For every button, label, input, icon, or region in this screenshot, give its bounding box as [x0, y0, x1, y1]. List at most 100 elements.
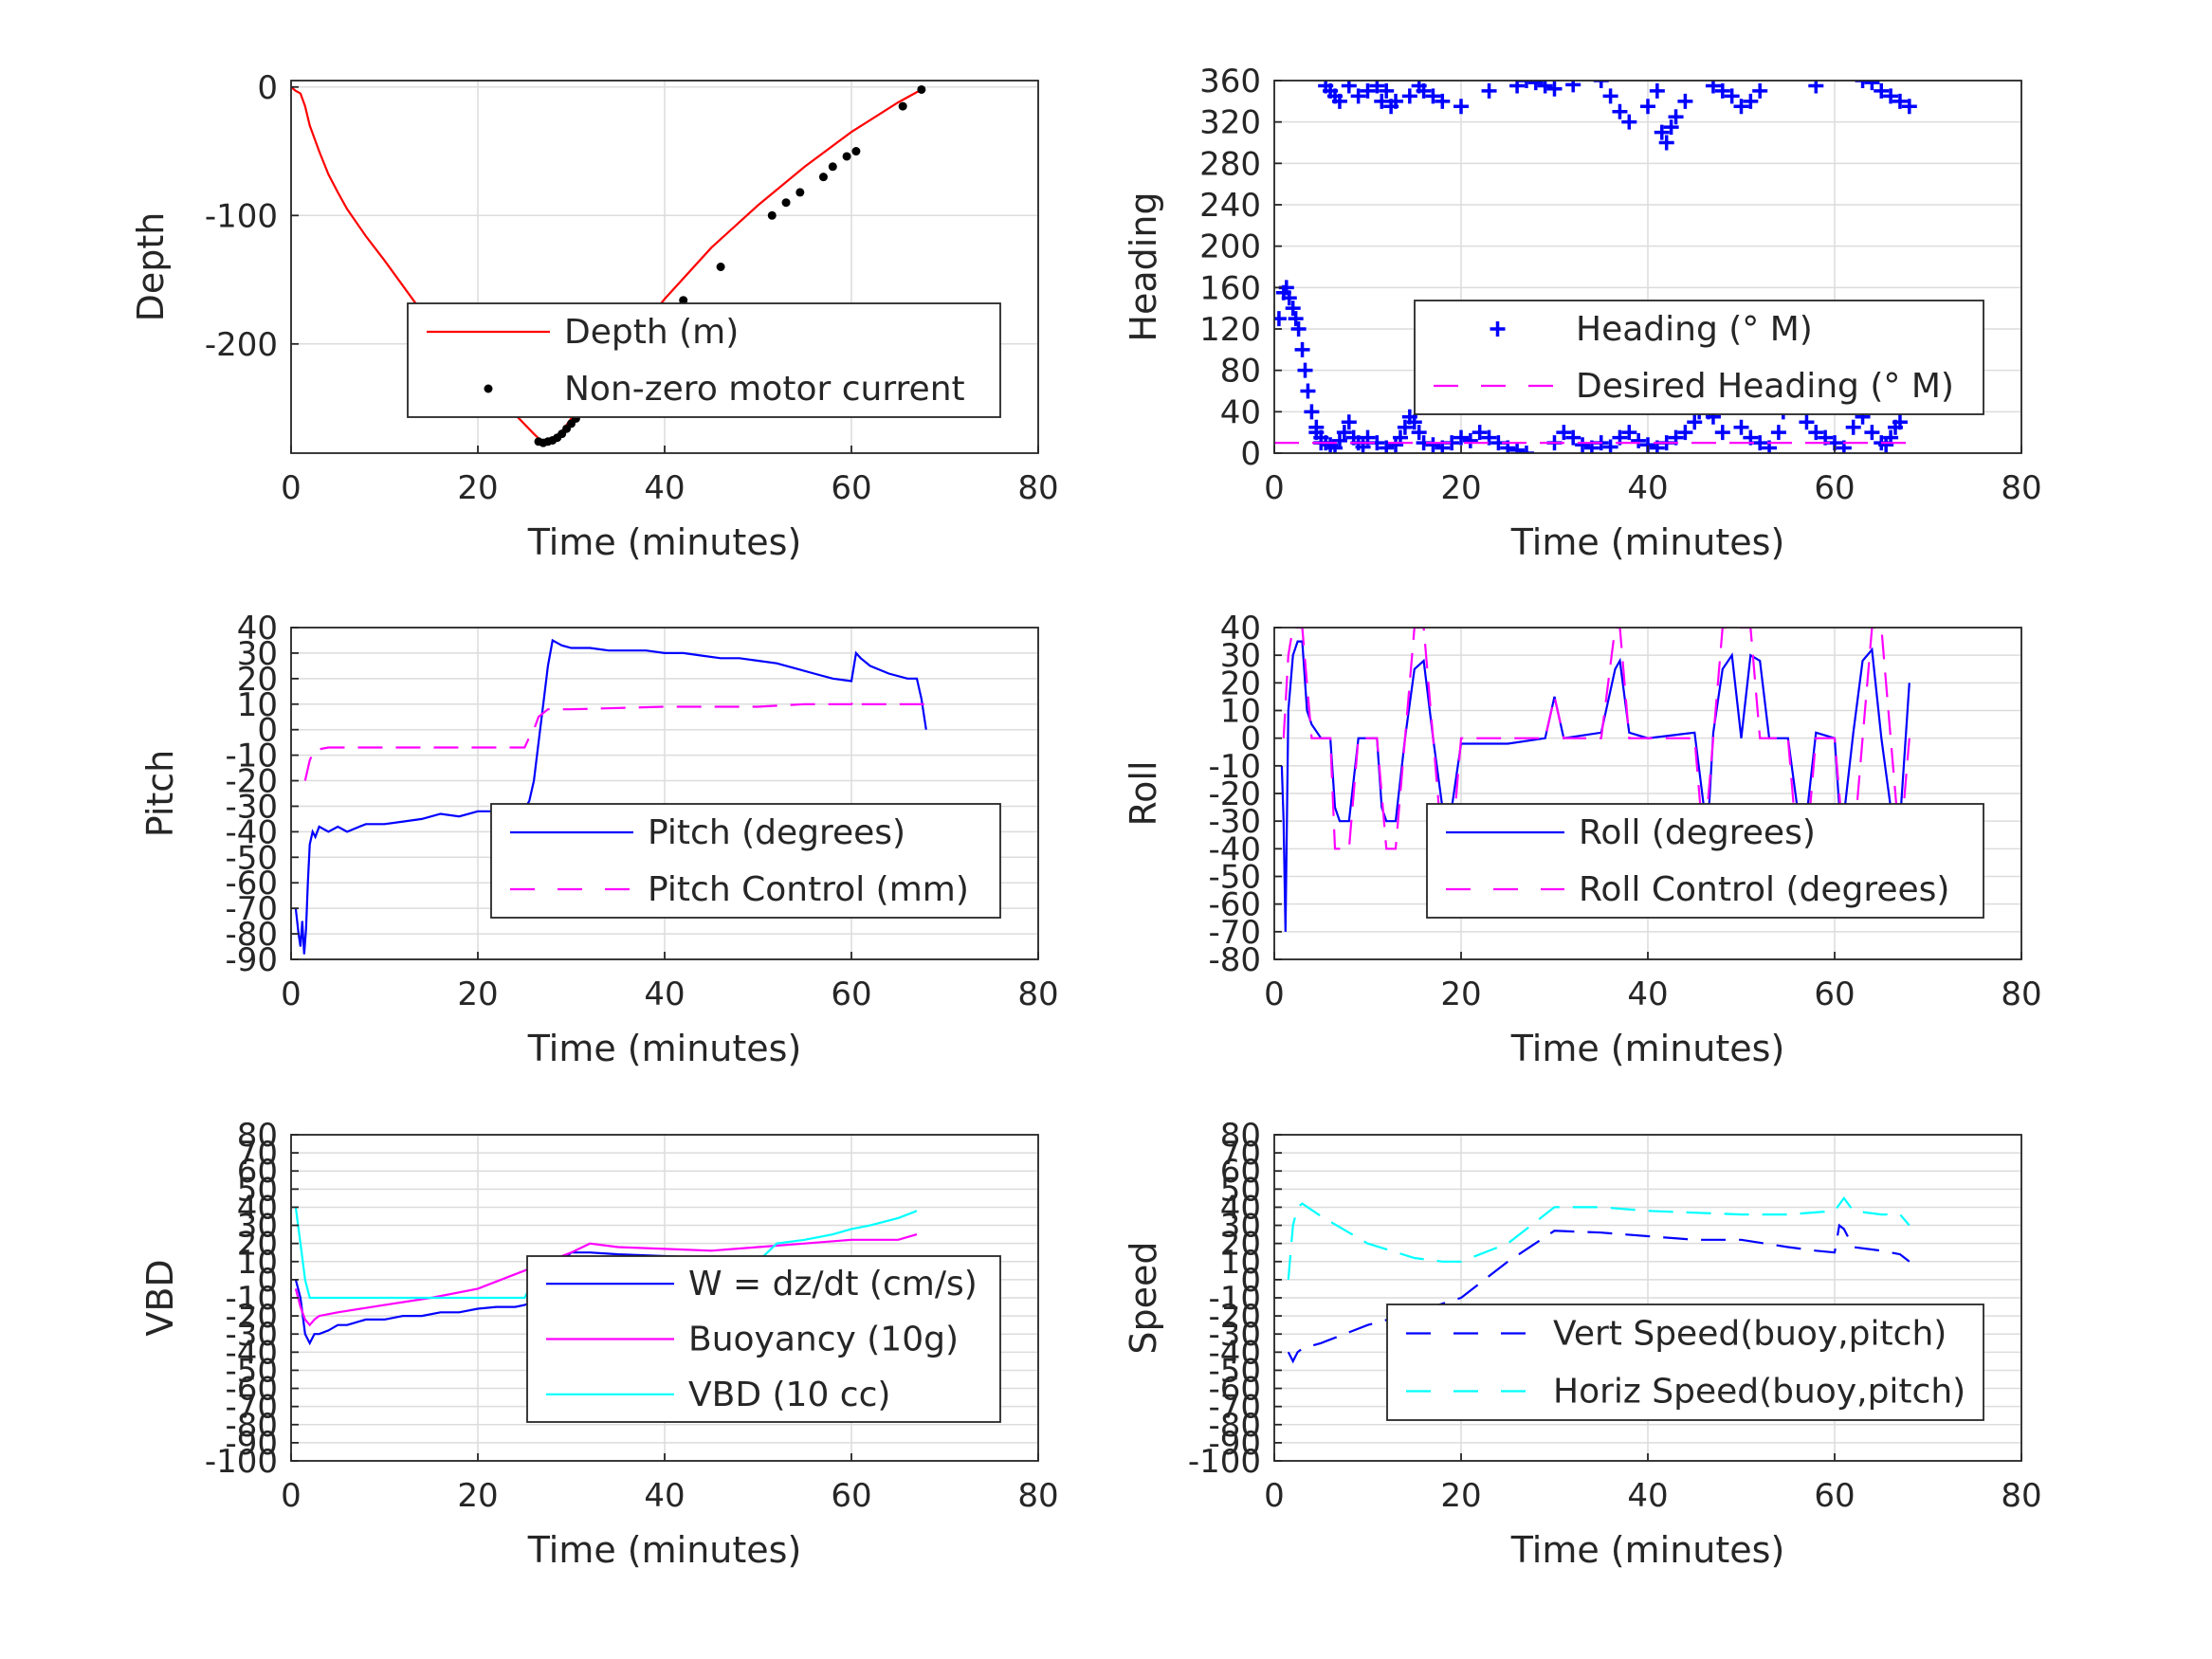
- series-1: [1282, 628, 1910, 850]
- data-point: [1602, 88, 1618, 104]
- y-tick-label: -40: [1208, 830, 1261, 868]
- x-tick-label: 60: [831, 1477, 871, 1515]
- y-tick-label: 240: [1199, 187, 1261, 225]
- y-tick-label: 70: [1220, 1135, 1261, 1173]
- data-point: [1743, 93, 1759, 109]
- y-tick-label: -70: [225, 1389, 278, 1427]
- legend: Pitch (degrees) Pitch Control (mm): [490, 803, 1001, 919]
- y-tick-label: 160: [1199, 269, 1261, 307]
- y-tick-label: -80: [1208, 1407, 1261, 1445]
- panel-depth: 0 20 40 60 80 0 -100 -200 Time (minutes) Depth Dep…: [130, 69, 1059, 563]
- data-point: [1374, 93, 1390, 109]
- data-point: [851, 147, 861, 156]
- y-tick-label: -70: [1208, 914, 1261, 952]
- data-point: [1808, 425, 1824, 441]
- legend-box: [490, 803, 1001, 919]
- x-tick-label: 40: [1627, 1477, 1668, 1515]
- y-tick-label: -30: [1208, 1316, 1261, 1354]
- data-point: [1401, 88, 1417, 104]
- data-point: [1379, 82, 1395, 99]
- data-point: [1724, 88, 1740, 104]
- y-tick-label: -100: [205, 197, 278, 235]
- data-point: [1416, 82, 1432, 99]
- data-point: [1546, 81, 1563, 97]
- x-tick-label: 60: [831, 975, 871, 1013]
- y-axis-label: Speed: [1123, 1241, 1164, 1354]
- y-tick-label: -100: [205, 1443, 278, 1481]
- y-tick-label: -40: [225, 813, 278, 851]
- data-point: [1331, 432, 1347, 448]
- y-tick-label: -10: [225, 1280, 278, 1318]
- data-point: [1397, 419, 1413, 435]
- y-tick-label: 40: [237, 610, 278, 647]
- data-point: [1425, 437, 1441, 453]
- data-point: [1799, 414, 1815, 430]
- y-tick-label: -40: [225, 1334, 278, 1372]
- legend-label: Buoyancy (10g): [688, 1321, 959, 1359]
- y-tick-label: 20: [237, 1226, 278, 1264]
- legend-label: Roll Control (degrees): [1579, 870, 1949, 909]
- x-tick-label: 0: [281, 469, 302, 507]
- y-tick-label: -90: [225, 941, 278, 979]
- y-axis-label: Roll: [1123, 760, 1164, 826]
- legend-label: W = dz/dt (cm/s): [688, 1265, 978, 1304]
- y-tick-label: 10: [1220, 1244, 1261, 1282]
- data-point: [1388, 93, 1404, 109]
- y-tick-label: 40: [1220, 393, 1261, 431]
- y-tick-label: 30: [237, 1208, 278, 1246]
- legend-swatch: [484, 384, 493, 393]
- x-tick-label: 60: [1814, 1477, 1855, 1515]
- data-point: [1714, 425, 1730, 441]
- data-point: [1308, 425, 1325, 441]
- legend: Heading (° M) Desired Heading (° M): [1414, 300, 1984, 415]
- data-point: [842, 152, 851, 161]
- data-point: [1770, 425, 1786, 441]
- data-point: [1575, 437, 1591, 453]
- x-tick-label: 20: [1440, 469, 1481, 507]
- y-tick-label: 20: [237, 661, 278, 699]
- legend-box: [1386, 1304, 1984, 1421]
- y-tick-label: -80: [225, 1407, 278, 1445]
- series-line: [294, 1233, 918, 1327]
- x-tick-label: 40: [1627, 469, 1668, 507]
- x-tick-label: 0: [281, 975, 302, 1013]
- data-point: [1677, 93, 1693, 109]
- series-0: [294, 638, 927, 955]
- y-tick-label: -20: [225, 763, 278, 801]
- data-point: [828, 162, 837, 172]
- y-tick-label: 60: [1220, 1153, 1261, 1191]
- y-tick-label: -70: [1208, 1389, 1261, 1427]
- x-tick-label: 0: [281, 1477, 302, 1515]
- x-axis-label: Time (minutes): [1510, 521, 1785, 563]
- data-point: [1556, 425, 1572, 441]
- legend-label: Desired Heading (° M): [1576, 367, 1954, 406]
- legend: Roll (degrees) Roll Control (degrees): [1426, 803, 1984, 919]
- y-tick-label: -30: [1208, 803, 1261, 841]
- y-axis-label: Depth: [130, 212, 172, 322]
- y-tick-label: -50: [225, 1352, 278, 1390]
- y-tick-label: 40: [1220, 610, 1261, 647]
- y-tick-label: 320: [1199, 104, 1261, 142]
- legend-label: Pitch (degrees): [648, 813, 905, 852]
- legend-label: Depth (m): [564, 313, 739, 352]
- data-point: [1864, 425, 1880, 441]
- data-point: [1658, 135, 1674, 151]
- y-tick-label: -20: [1208, 1298, 1261, 1336]
- y-tick-label: 30: [1220, 1208, 1261, 1246]
- y-tick-label: 10: [237, 686, 278, 724]
- legend: Vert Speed(buoy,pitch) Horiz Speed(buoy,p…: [1386, 1304, 1984, 1421]
- series-line: [1282, 628, 1910, 850]
- y-tick-label: -70: [225, 890, 278, 928]
- data-point: [1602, 439, 1618, 453]
- series-1: [303, 697, 926, 781]
- y-tick-label: -30: [225, 788, 278, 826]
- y-tick-label: -30: [225, 1316, 278, 1354]
- data-point: [1518, 81, 1534, 88]
- y-tick-label: -10: [1208, 1280, 1261, 1318]
- legend-label: Heading (° M): [1576, 310, 1813, 349]
- y-tick-label: -80: [1208, 941, 1261, 979]
- data-point: [1285, 301, 1301, 317]
- series-line: [1287, 1223, 1910, 1364]
- y-tick-label: 30: [237, 635, 278, 673]
- x-tick-label: 80: [2001, 469, 2041, 507]
